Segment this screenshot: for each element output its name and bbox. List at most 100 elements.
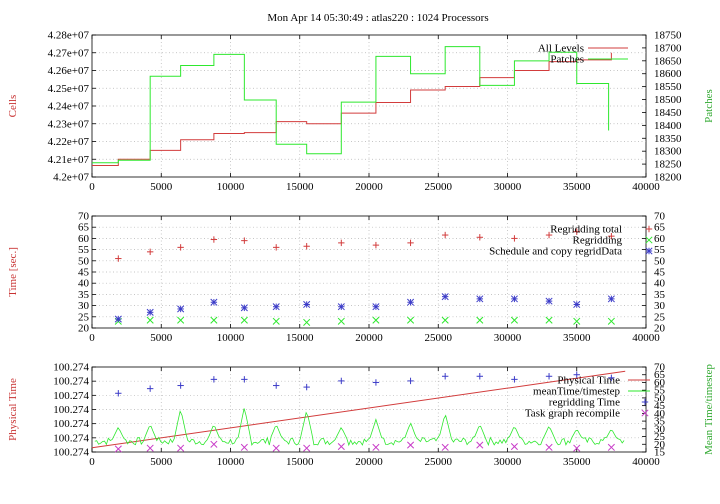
y-tick-label: 100.274 bbox=[53, 376, 89, 388]
data-point-d2 bbox=[441, 443, 449, 451]
legend-label: All Levels bbox=[538, 43, 584, 55]
x-tick-label: 5000 bbox=[150, 456, 173, 468]
y-tick-label: 70 bbox=[78, 211, 90, 223]
data-point-d2 bbox=[177, 316, 185, 324]
data-point-d2 bbox=[303, 444, 311, 452]
y2-tick-label: 18300 bbox=[654, 146, 682, 158]
data-point-d2 bbox=[272, 303, 280, 311]
cells-patches-panel: 0 5000 10000 15000 20000 25000 30000 35000 40000… bbox=[7, 30, 715, 194]
y-tick-label: 35 bbox=[78, 289, 90, 301]
data-point-d2 bbox=[441, 316, 449, 324]
y2-axis-label: Mean Time/timestep bbox=[703, 364, 715, 455]
x-tick-label: 10000 bbox=[217, 181, 245, 193]
x-tick-label: 40000 bbox=[632, 181, 660, 193]
data-point-d2 bbox=[177, 305, 185, 313]
data-point-d2 bbox=[146, 316, 154, 324]
data-point-d2 bbox=[406, 298, 415, 306]
data-point-d2 bbox=[303, 318, 311, 326]
y2-tick-label: 30 bbox=[654, 423, 666, 435]
y2-tick-label: 18350 bbox=[654, 133, 682, 145]
data-point-d2 bbox=[573, 317, 581, 325]
data-point-d2 bbox=[607, 317, 615, 325]
x-tick-label: 40000 bbox=[632, 332, 660, 344]
data-point-d2 bbox=[303, 300, 311, 309]
y2-tick-label: 18400 bbox=[654, 120, 682, 132]
y-tick-label: 4.28e+07 bbox=[48, 30, 90, 42]
y-tick-label: 60 bbox=[78, 233, 90, 245]
data-point-d2 bbox=[372, 303, 380, 311]
data-point-d2 bbox=[573, 300, 581, 309]
x-tick-label: 10000 bbox=[217, 456, 245, 468]
x-tick-label: 35000 bbox=[563, 456, 591, 468]
data-point-d2 bbox=[476, 295, 484, 303]
y2-tick-label: 65 bbox=[654, 222, 666, 234]
x-tick-label: 0 bbox=[89, 181, 95, 193]
y2-tick-label: 18550 bbox=[654, 81, 682, 93]
legend-marker-d2 bbox=[645, 236, 653, 244]
x-tick-label: 30000 bbox=[494, 332, 522, 344]
y2-tick-label: 18450 bbox=[654, 107, 682, 119]
data-point-d2 bbox=[545, 316, 553, 324]
legend-label: Task graph recompile bbox=[525, 408, 620, 420]
x-tick-label: 15000 bbox=[286, 456, 314, 468]
data-point-d2 bbox=[272, 317, 280, 325]
y-tick-label: 100.274 bbox=[53, 418, 89, 430]
series-line-all-levels bbox=[92, 52, 612, 166]
y2-tick-label: 18200 bbox=[654, 172, 682, 184]
legend-label: Physical Time bbox=[557, 375, 620, 387]
data-point-d2 bbox=[545, 443, 553, 451]
y-tick-label: 4.24e+07 bbox=[48, 101, 90, 113]
data-point-d2 bbox=[406, 441, 415, 449]
data-point-d2 bbox=[476, 316, 484, 324]
data-point-d2 bbox=[510, 316, 518, 324]
x-tick-label: 35000 bbox=[563, 181, 591, 193]
x-tick-label: 25000 bbox=[425, 456, 453, 468]
y-tick-label: 100.274 bbox=[53, 362, 89, 374]
y2-tick-label: 25 bbox=[654, 431, 666, 443]
data-point-d2 bbox=[372, 443, 380, 451]
y-axis-label: Physical Time bbox=[7, 378, 19, 441]
x-tick-label: 0 bbox=[89, 332, 95, 344]
y-tick-label: 25 bbox=[78, 311, 90, 323]
data-point-d2 bbox=[510, 443, 518, 451]
y-tick-label: 30 bbox=[78, 300, 90, 312]
y-axis-label: Time [sec.] bbox=[7, 247, 19, 297]
x-tick-label: 30000 bbox=[494, 181, 522, 193]
data-point-d2 bbox=[337, 303, 345, 311]
y-axis-label: Cells bbox=[7, 95, 19, 118]
data-point-d2 bbox=[607, 443, 615, 451]
y-tick-label: 45 bbox=[78, 267, 90, 279]
y2-tick-label: 40 bbox=[654, 278, 666, 290]
y2-tick-label: 60 bbox=[654, 233, 666, 245]
x-tick-label: 20000 bbox=[355, 456, 383, 468]
y-tick-label: 55 bbox=[78, 244, 90, 256]
y2-tick-label: 18750 bbox=[654, 30, 682, 42]
legend-label: Schedule and copy regridData bbox=[489, 246, 622, 258]
series-line-physical-time bbox=[91, 370, 626, 449]
data-point-d2 bbox=[337, 443, 345, 451]
x-tick-label: 30000 bbox=[494, 456, 522, 468]
y-tick-label: 4.23e+07 bbox=[48, 118, 90, 130]
y-tick-label: 4.2e+07 bbox=[53, 172, 89, 184]
legend-label: Regridding bbox=[573, 235, 623, 247]
data-point-d2 bbox=[372, 316, 380, 324]
y-tick-label: 40 bbox=[78, 278, 90, 290]
series-line-patches bbox=[92, 46, 610, 164]
y2-tick-label: 60 bbox=[654, 377, 666, 389]
y2-tick-label: 45 bbox=[654, 400, 666, 412]
x-tick-label: 40000 bbox=[632, 456, 660, 468]
data-point-d2 bbox=[240, 304, 248, 312]
y-tick-label: 100.274 bbox=[53, 432, 89, 444]
y2-tick-label: 55 bbox=[654, 244, 666, 256]
y-tick-label: 4.21e+07 bbox=[48, 154, 90, 166]
legend-label: regridding Time bbox=[549, 397, 620, 409]
legend-label: meanTime/timestep bbox=[533, 386, 620, 398]
y2-tick-label: 65 bbox=[654, 369, 666, 381]
y-tick-label: 4.26e+07 bbox=[48, 65, 90, 77]
y-tick-label: 50 bbox=[78, 255, 90, 267]
data-point-d2 bbox=[272, 444, 280, 452]
y-tick-label: 20 bbox=[78, 323, 90, 335]
x-tick-label: 15000 bbox=[286, 181, 314, 193]
timing-panel: 0 5000 10000 15000 20000 25000 30000 35000 40000… bbox=[7, 211, 666, 345]
